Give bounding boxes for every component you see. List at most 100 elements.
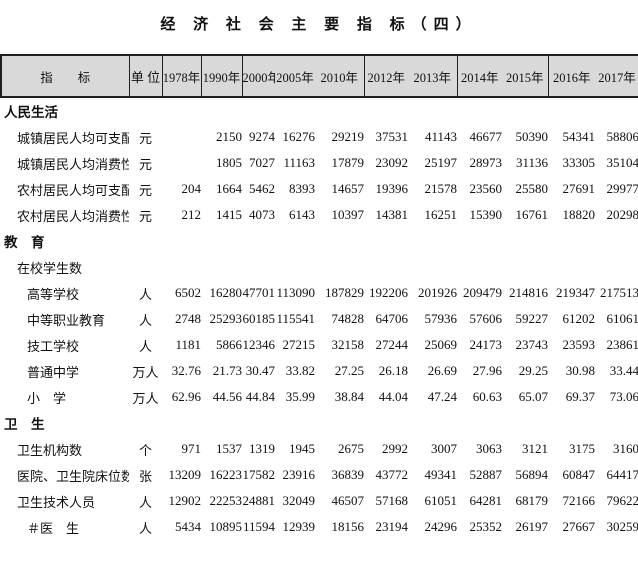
row-value: 23593 [562,337,596,352]
row-value: 2992 [382,441,408,456]
row-label: 城镇居民人均可支配收入 [17,130,129,146]
row-value: 72166 [562,493,596,508]
row-value: 46507 [331,493,365,508]
row-value: 64706 [375,311,409,326]
row-value [457,254,502,280]
row-value [162,124,201,150]
row-value: 38.84 [334,389,364,404]
row-value: 6502 [175,285,201,300]
row-value: 23743 [515,337,549,352]
row-value: 29219 [331,129,365,144]
header-year-9: 2015年 [502,54,549,98]
row-value: 25352 [469,519,503,534]
row-value: 17879 [331,155,365,170]
row-value: 44.04 [378,389,408,404]
row-value: 1415 [216,207,242,222]
table-row: 卫生机构数 个 971 1537 1319 1945 2675 2992 3007 3063 312… [1,436,638,462]
row-label: 高等学校 [27,286,80,302]
row-value: 29977 [606,181,638,196]
row-value: 23092 [375,155,409,170]
row-value: 8393 [289,181,315,196]
row-value: 5462 [249,181,275,196]
row-value: 44.56 [212,389,242,404]
row-value: 79622 [606,493,638,508]
row-value [162,254,201,280]
row-value: 4073 [249,207,275,222]
row-value: 57168 [375,493,409,508]
row-value: 22253 [209,493,243,508]
section-row: 人民生活 [1,97,638,124]
row-value: 25197 [424,155,458,170]
row-value: 16280 [209,285,243,300]
row-value: 214816 [509,285,548,300]
row-value: 24881 [242,493,276,508]
row-label: 卫生技术人员 [17,494,96,510]
row-value: 1319 [249,441,275,456]
table-row: 卫生技术人员 人 12902 22253 24881 32049 46507 57168 610… [1,488,638,514]
row-value: 32158 [331,337,365,352]
row-value: 30.47 [245,363,275,378]
row-unit: 元 [138,130,152,146]
table-row: 中等职业教育 人 2748 25293 60185 115541 74828 64706 579… [1,306,638,332]
row-value: 30.98 [565,363,595,378]
row-value: 43772 [375,467,409,482]
row-label: 城镇居民人均消费性支出 [17,156,129,172]
table-header: 指 标 单 位 1978年1990年2000年2005年2010年2012年20… [0,54,638,98]
row-label: 在校学生数 [17,260,83,276]
row-value: 62.96 [171,389,201,404]
row-value: 16276 [282,129,316,144]
row-value: 25293 [209,311,243,326]
row-value: 52887 [469,467,503,482]
row-value: 5866 [216,337,242,352]
header-year-8: 2014年 [457,54,502,98]
row-value: 25580 [515,181,549,196]
row-value: 115541 [276,311,315,326]
row-value: 61051 [424,493,458,508]
row-value: 23194 [375,519,409,534]
row-value: 14381 [375,207,409,222]
row-label: 卫生机构数 [17,442,83,458]
row-value: 64417 [606,467,638,482]
row-value: 6143 [289,207,315,222]
header-year-2: 1990年 [201,54,243,98]
row-value: 12346 [242,337,276,352]
row-value: 30259 [606,519,638,534]
row-value: 32.76 [171,363,201,378]
row-unit: 元 [138,208,152,224]
row-value: 28973 [469,155,503,170]
indicators-table: 指 标 单 位 1978年1990年2000年2005年2010年2012年20… [0,54,638,540]
row-value [275,254,315,280]
row-value: 47701 [242,285,276,300]
row-value: 16223 [209,467,243,482]
row-value: 14657 [331,181,365,196]
header-year-7: 2013年 [408,54,458,98]
row-value: 219347 [556,285,595,300]
row-value: 47.24 [427,389,457,404]
header-year-5: 2010年 [315,54,365,98]
row-value: 69.37 [565,389,595,404]
row-value: 54341 [562,129,596,144]
row-unit: 人 [138,520,152,536]
row-value: 23861 [606,337,638,352]
header-year-11: 2017年 [595,54,638,98]
header-row: 指 标 单 位 1978年1990年2000年2005年2010年2012年20… [0,54,638,98]
row-value: 60185 [242,311,276,326]
row-value: 26197 [515,519,549,534]
section-label: 教 育 [4,235,45,250]
row-value: 7027 [249,155,275,170]
row-value: 27.96 [472,363,502,378]
header-year-3: 2000年 [242,54,275,98]
row-value: 60.63 [472,389,502,404]
header-year-10: 2016年 [548,54,595,98]
row-value: 35104 [606,155,638,170]
row-value: 1537 [216,441,242,456]
row-value: 209479 [463,285,502,300]
table-body: 人民生活城镇居民人均可支配收入元 2150 9274 16276 29219 37531 4… [1,97,638,540]
row-value: 1181 [175,337,201,352]
row-unit: 人 [138,312,152,328]
row-value: 73.06 [609,389,638,404]
row-value: 1805 [216,155,242,170]
section-label: 人民生活 [4,105,58,120]
row-value: 3063 [476,441,502,456]
row-value: 57606 [469,311,503,326]
